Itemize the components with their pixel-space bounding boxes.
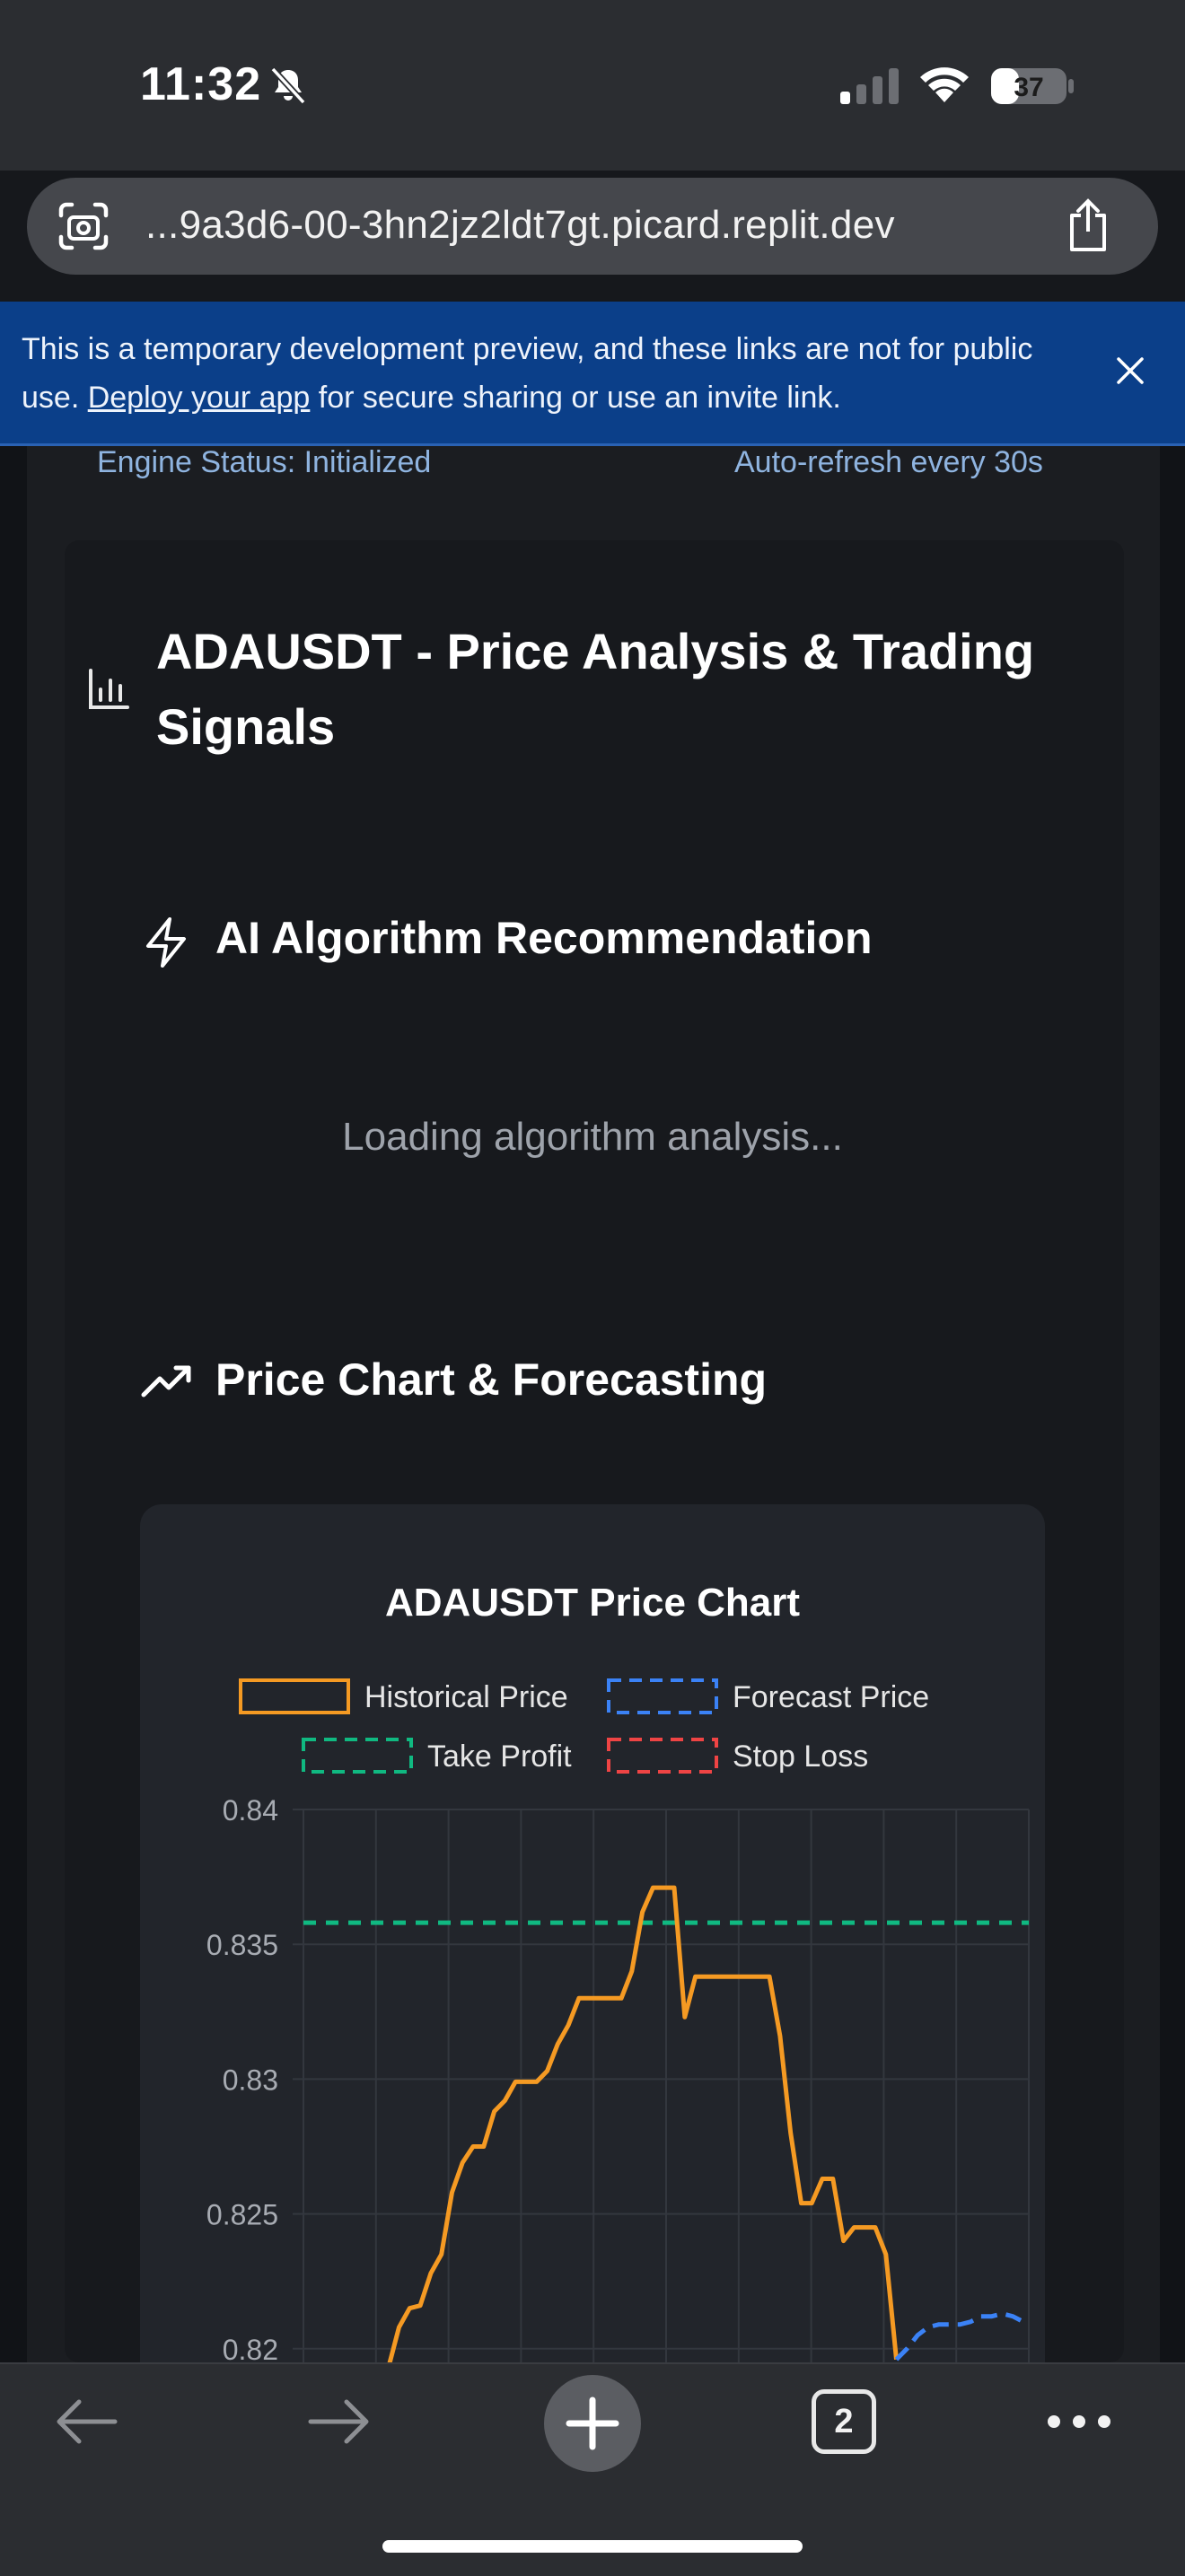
address-bar[interactable]: ...9a3d6-00-3hn2jz2ldt7gt.picard.replit.… xyxy=(27,178,1158,275)
preview-banner: This is a temporary development preview,… xyxy=(0,302,1185,446)
legend-swatch-take-profit xyxy=(303,1739,411,1772)
legend-swatch-stop-loss xyxy=(609,1739,716,1772)
legend-swatch-forecast xyxy=(609,1680,716,1713)
tabs-button[interactable]: 2 xyxy=(812,2389,876,2454)
trending-up-icon xyxy=(140,1359,194,1404)
y-tick-label: 0.83 xyxy=(223,2063,278,2096)
battery-level: 37 xyxy=(1014,73,1043,102)
clock: 11:32 xyxy=(140,57,261,111)
chart-section-title: Price Chart & Forecasting xyxy=(215,1354,767,1406)
banner-message: This is a temporary development preview,… xyxy=(22,325,1081,422)
plus-icon xyxy=(544,2375,641,2472)
legend-label-forecast: Forecast Price xyxy=(733,1680,929,1714)
more-icon[interactable] xyxy=(1045,2405,1113,2438)
algorithm-title: AI Algorithm Recommendation xyxy=(215,912,873,964)
home-indicator xyxy=(382,2540,803,2553)
bar-chart-icon xyxy=(86,666,131,714)
algorithm-card xyxy=(93,844,1088,1257)
forecast-price-line xyxy=(897,2314,1024,2360)
url-text[interactable]: ...9a3d6-00-3hn2jz2ldt7gt.picard.replit.… xyxy=(145,203,895,248)
close-icon[interactable] xyxy=(1111,352,1149,390)
engine-status: Engine Status: Initialized xyxy=(97,445,431,480)
banner-text-end: for secure sharing or use an invite link… xyxy=(310,381,841,415)
y-tick-label: 0.82 xyxy=(223,2334,278,2366)
auto-refresh-note: Auto-refresh every 30s xyxy=(734,445,1043,480)
legend-label-stop-loss: Stop Loss xyxy=(733,1739,868,1774)
new-tab-button[interactable] xyxy=(544,2375,641,2472)
wifi-icon xyxy=(917,63,971,104)
forward-arrow-icon[interactable] xyxy=(305,2393,373,2450)
legend-label-take-profit: Take Profit xyxy=(427,1739,572,1774)
status-bar: 11:32 37 xyxy=(0,0,1185,171)
page-scan-icon[interactable] xyxy=(57,201,110,251)
lightning-icon xyxy=(142,916,190,969)
legend-swatch-historical xyxy=(241,1680,348,1713)
cell-signal-icon xyxy=(838,66,901,106)
deploy-app-link[interactable]: Deploy your app xyxy=(88,381,311,415)
battery-icon: 37 xyxy=(989,65,1075,108)
chart-grid xyxy=(293,1809,1029,2366)
y-tick-label: 0.84 xyxy=(223,1794,278,1827)
silent-bell-icon xyxy=(268,65,309,106)
share-icon[interactable] xyxy=(1065,197,1111,253)
chart-title: ADAUSDT Price Chart xyxy=(385,1581,800,1625)
back-arrow-icon[interactable] xyxy=(52,2393,120,2450)
y-tick-label: 0.835 xyxy=(206,1929,278,1961)
price-chart: ADAUSDT Price Chart Historical Price For… xyxy=(140,1504,1045,2366)
y-tick-label: 0.825 xyxy=(206,2199,278,2231)
algorithm-loading-text: Loading algorithm analysis... xyxy=(0,1115,1185,1160)
page-title: ADAUSDT - Price Analysis & Trading Signa… xyxy=(156,614,1108,765)
legend-label-historical: Historical Price xyxy=(364,1680,568,1714)
